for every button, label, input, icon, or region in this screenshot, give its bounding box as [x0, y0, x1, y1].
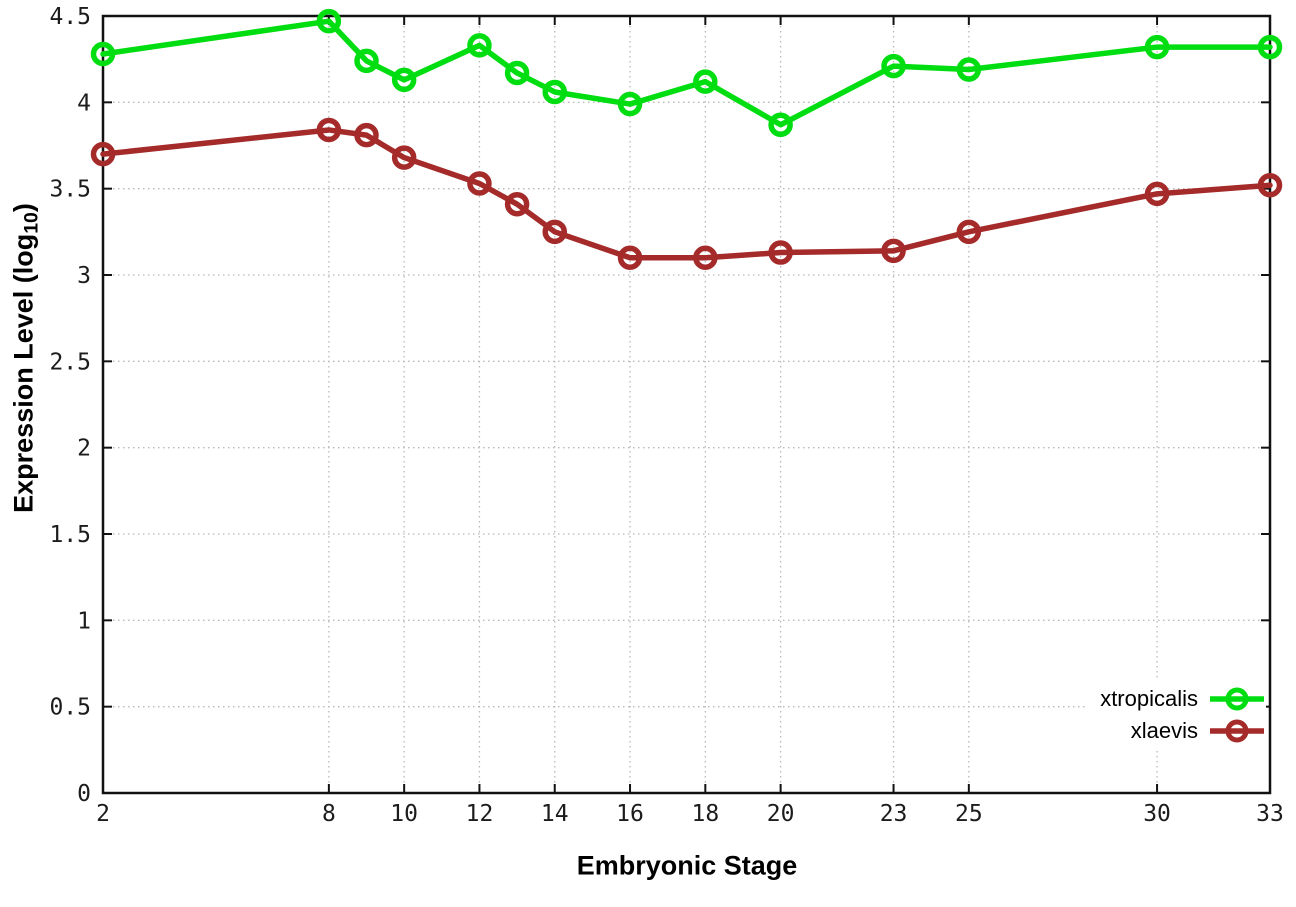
data-point-xlaevis	[881, 238, 906, 264]
legend-sample-point	[1225, 719, 1249, 743]
y-tick-label: 0	[77, 781, 91, 807]
data-point-xlaevis	[90, 141, 116, 167]
data-point-xlaevis	[542, 219, 567, 245]
y-tick-label: 1	[77, 608, 91, 634]
data-point-xlaevis	[1257, 172, 1283, 198]
data-point-xtropicalis	[768, 112, 793, 138]
data-point-xtropicalis	[542, 79, 567, 105]
legend: xtropicalis xlaevis	[1086, 681, 1266, 749]
legend-label-xlaevis: xlaevis	[1130, 718, 1198, 743]
data-point-xtropicalis	[391, 67, 417, 93]
plot-border	[101, 14, 1272, 795]
x-tick-label: 10	[390, 801, 418, 827]
y-axis-title-suffix: )	[8, 203, 39, 213]
data-point-xlaevis	[693, 245, 718, 270]
y-tick-label: 2	[77, 436, 91, 462]
data-point-xtropicalis	[316, 8, 342, 34]
y-axis-title-text: Expression Level (log	[8, 233, 39, 513]
x-tick-label: 12	[466, 801, 494, 827]
data-point-xlaevis	[354, 122, 379, 148]
x-tick-label: 23	[880, 801, 908, 827]
data-point-xtropicalis	[90, 41, 116, 67]
x-tick-label: 20	[767, 801, 795, 827]
y-tick-label: 2.5	[49, 349, 91, 375]
x-tick-label: 33	[1256, 801, 1284, 827]
data-point-xlaevis	[391, 145, 417, 170]
legend-line-circle-icon	[1210, 719, 1264, 743]
y-axis-title: Expression Level (log10)	[8, 203, 43, 513]
y-tick-label: 4.5	[49, 4, 91, 30]
data-point-xtropicalis	[617, 91, 643, 117]
data-point-xlaevis	[617, 245, 643, 270]
data-point-xlaevis	[316, 117, 342, 143]
data-point-xtropicalis	[354, 48, 379, 74]
data-point-xlaevis	[1144, 181, 1170, 207]
series-line-xlaevis	[100, 127, 1273, 261]
x-tick-label: 25	[955, 801, 983, 827]
legend-line-circle-icon	[1210, 687, 1264, 711]
data-point-xlaevis	[504, 191, 530, 217]
legend-sample-point	[1225, 687, 1249, 711]
y-tick-label: 3	[77, 263, 91, 289]
x-tick-label: 2	[96, 801, 110, 827]
data-point-xtropicalis	[693, 69, 718, 94]
x-axis-title: Embryonic Stage	[576, 850, 798, 881]
x-tick-label: 8	[322, 801, 336, 827]
y-tick-label: 4	[77, 90, 91, 116]
y-tick-label: 3.5	[49, 177, 91, 203]
data-point-xtropicalis	[881, 53, 906, 79]
y-tick-label: 0.5	[49, 695, 91, 721]
x-tick-label: 14	[541, 801, 569, 827]
x-tick-label: 30	[1143, 801, 1171, 827]
x-tick-label: 18	[691, 801, 719, 827]
legend-label-xtropicalis: xtropicalis	[1100, 686, 1198, 711]
data-point-xlaevis	[956, 219, 982, 245]
data-point-xtropicalis	[1257, 34, 1283, 60]
x-tick-label: 16	[616, 801, 644, 827]
data-point-xtropicalis	[467, 33, 492, 58]
y-tick-label: 1.5	[49, 522, 91, 548]
series-line-xtropicalis	[100, 18, 1273, 128]
data-point-xlaevis	[467, 171, 492, 196]
legend-item-xtropicalis: xtropicalis	[1100, 683, 1266, 715]
y-axis-title-subscript: 10	[20, 212, 43, 234]
data-point-xtropicalis	[504, 60, 530, 86]
data-point-xtropicalis	[1144, 34, 1170, 60]
legend-item-xlaevis: xlaevis	[1100, 715, 1266, 747]
data-point-xtropicalis	[956, 57, 982, 82]
data-point-xlaevis	[768, 240, 793, 265]
